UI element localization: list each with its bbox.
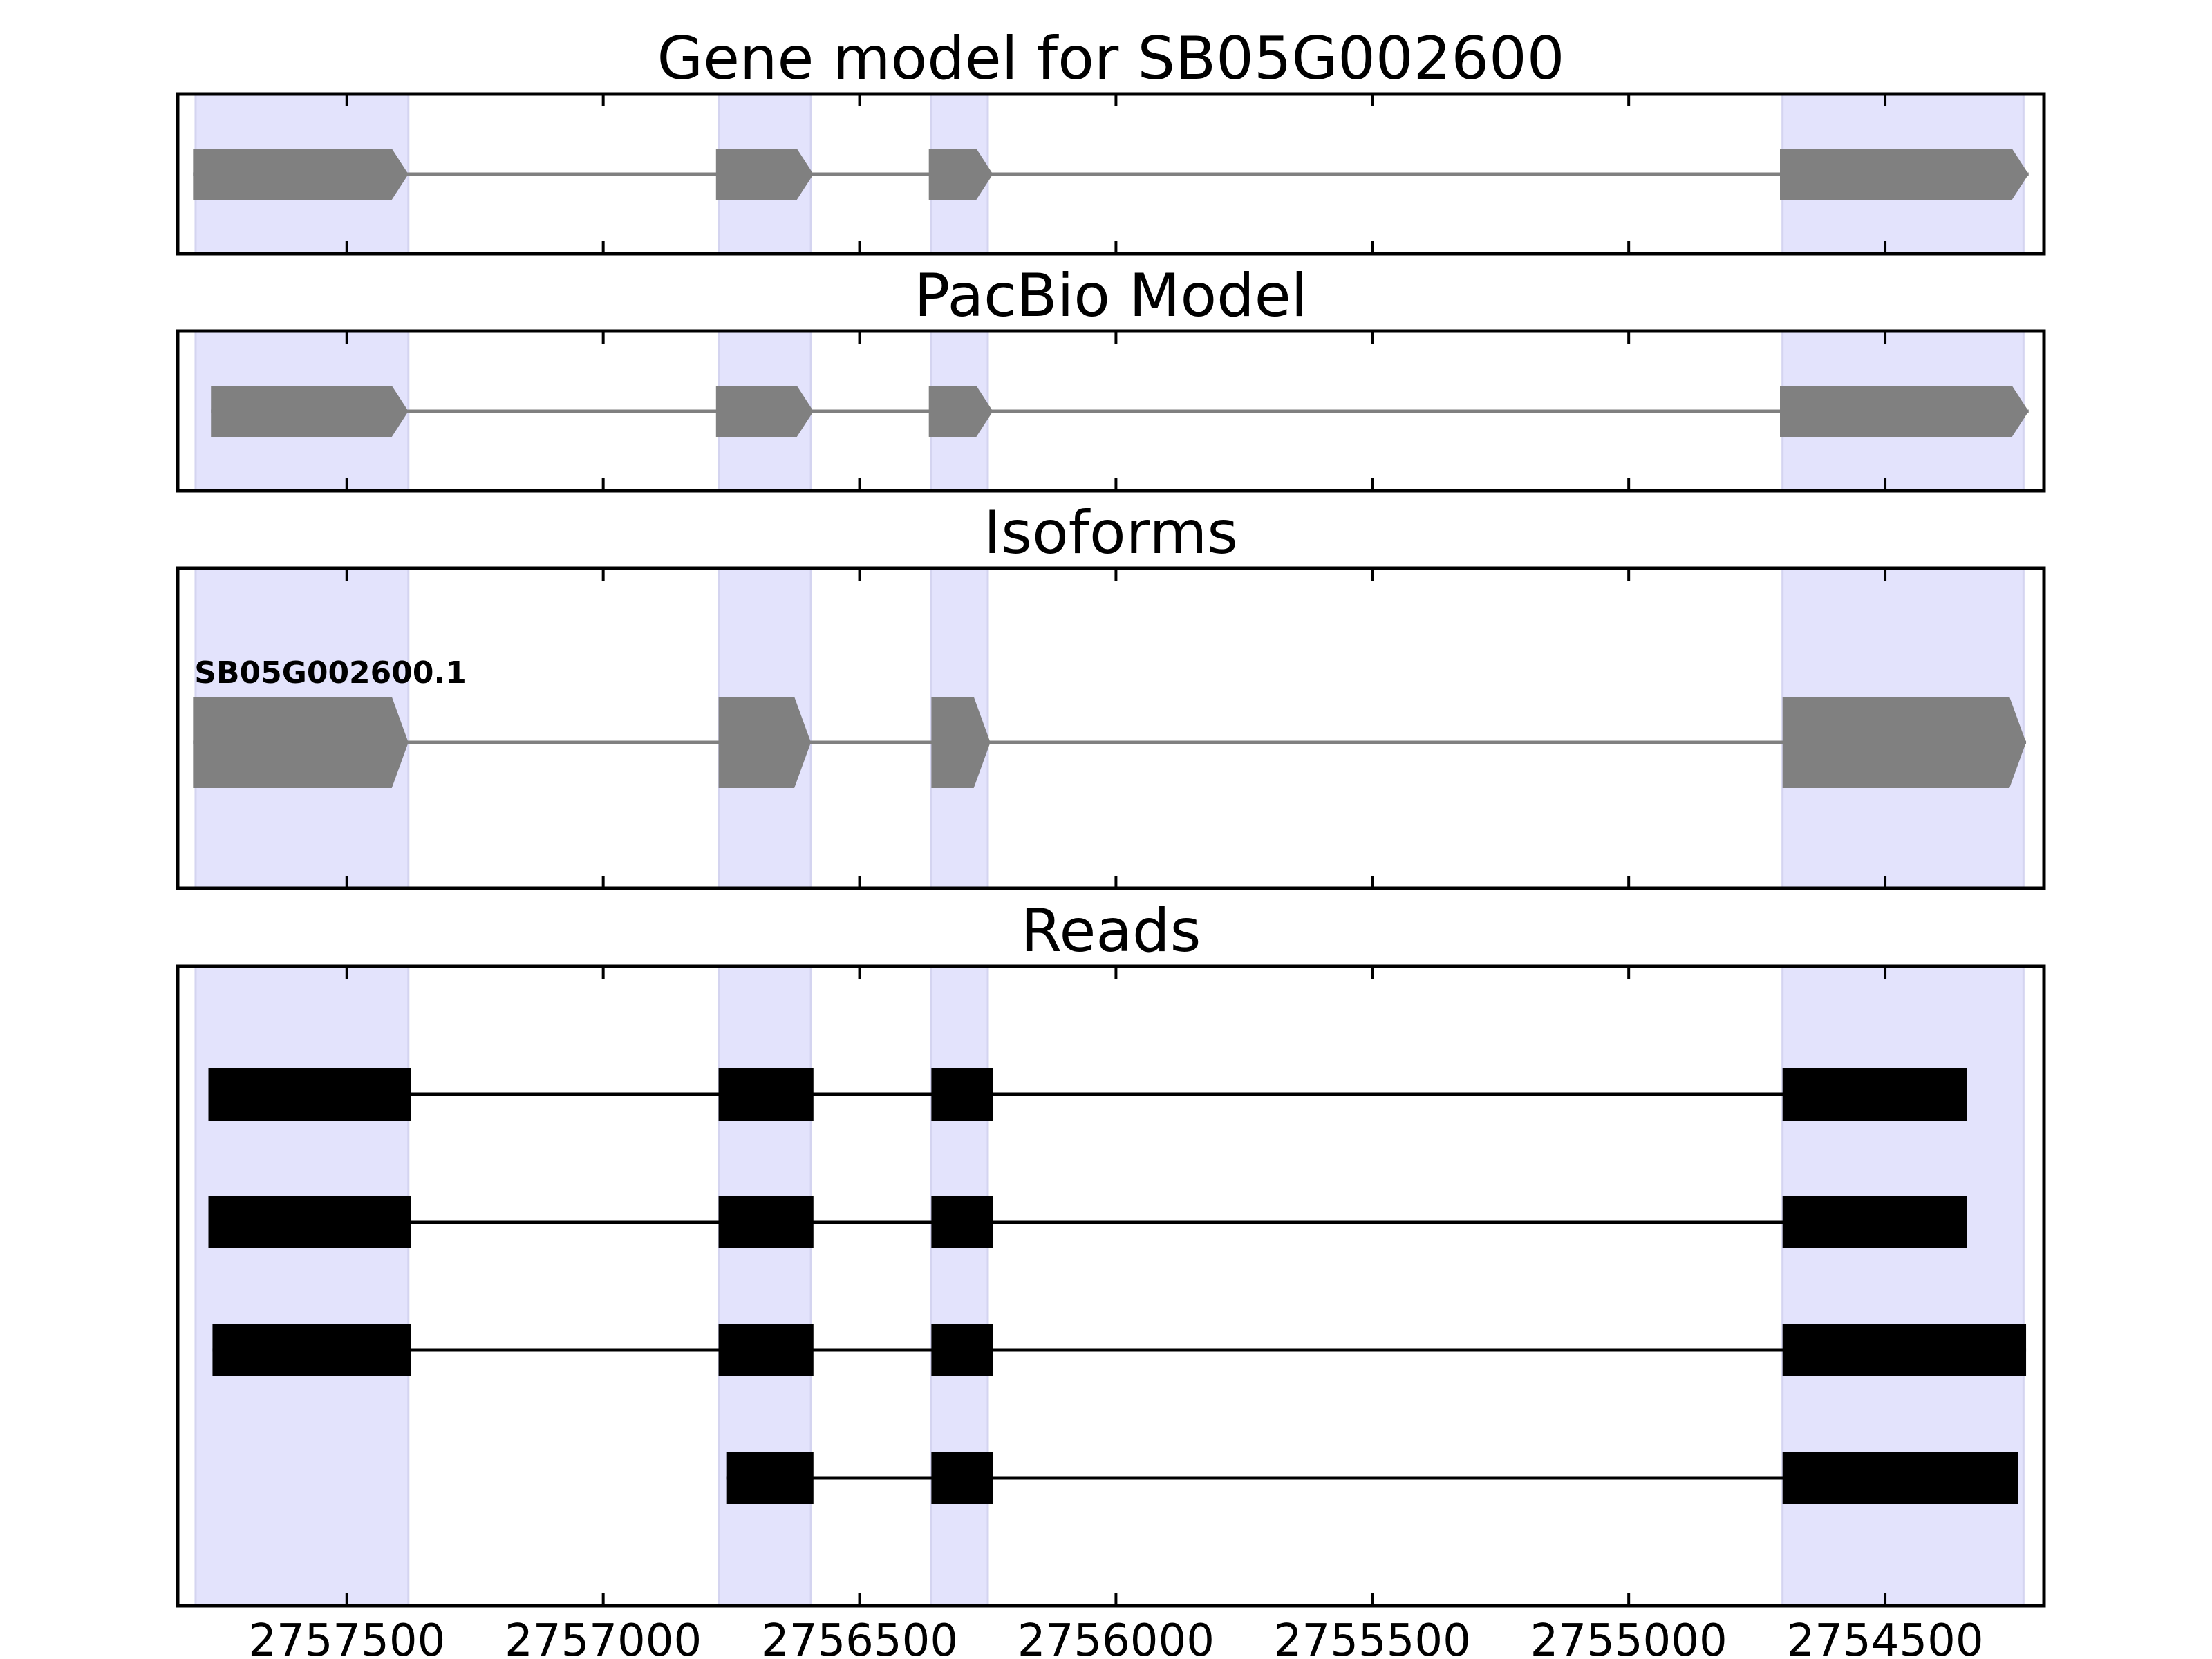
panel-title: PacBio Model [914,261,1307,330]
exon-highlight-band [194,965,410,1607]
read-exon-block [718,1196,814,1248]
read-exon-block [931,1324,993,1376]
x-tick-label: 2756500 [761,1615,958,1659]
read-exon-block [1782,1324,2027,1376]
panel-0: Gene model for SB05G002600 [176,24,2046,256]
read-exon-block [208,1196,411,1248]
axes-frame [176,566,2046,890]
axes-frame [176,92,2046,256]
axes-frame [176,964,2046,1608]
x-tick-label: 2757000 [505,1615,702,1659]
x-tick-label: 2755000 [1530,1615,1727,1659]
exon-highlight-band [718,965,812,1607]
read-exon-block [1782,1196,1967,1248]
panel-title: Isoforms [984,498,1238,568]
read-exon-block [718,1068,814,1121]
read-exon-block [208,1068,411,1121]
exon-arrow [928,386,993,437]
exon-arrow [1780,386,2029,437]
exon-arrow [211,386,409,437]
read-exon-block [931,1068,993,1121]
read-exon-block [726,1452,814,1504]
exon-arrow [193,149,409,200]
read-exon-block [212,1324,411,1376]
isoform-label: SB05G002600.1 [194,655,467,691]
read-exon-block [1782,1068,1967,1121]
exon-arrow [931,697,991,788]
panel-3: Reads [176,897,2046,1608]
read-exon-block [1782,1452,2018,1504]
x-tick-label: 2757500 [248,1615,445,1659]
exon-arrow [715,386,814,437]
read-exon-block [718,1324,814,1376]
panel-2: Isoforms SB05G002600.1 [176,498,2046,890]
exon-arrow [928,149,993,200]
axes-frame [176,329,2046,493]
panel-title: Gene model for SB05G002600 [657,24,1565,93]
x-tick-label: 2755500 [1274,1615,1471,1659]
panel-1: PacBio Model [176,261,2046,493]
x-tick-label: 2754500 [1787,1615,1984,1659]
exon-arrow [715,149,814,200]
x-tick-label: 2756000 [1018,1615,1215,1659]
exon-highlight-band [930,965,989,1607]
panel-title: Reads [1021,897,1201,966]
exon-highlight-band [1781,965,2025,1607]
exon-arrow [718,697,812,788]
read-exon-block [931,1452,993,1504]
exon-arrow [1782,697,2026,788]
read-exon-block [931,1196,993,1248]
exon-arrow [1780,149,2029,200]
exon-arrow [193,697,409,788]
